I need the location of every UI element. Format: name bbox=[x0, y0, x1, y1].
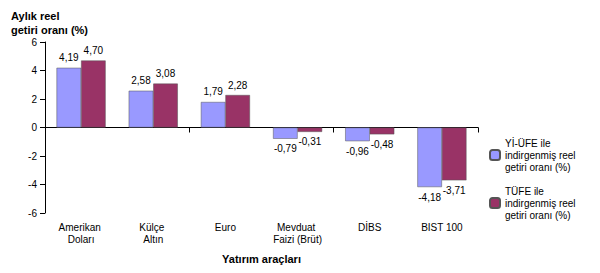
svg-text:Doları: Doları bbox=[68, 234, 95, 245]
svg-text:-0,48: -0,48 bbox=[371, 139, 394, 150]
svg-text:Amerikan: Amerikan bbox=[59, 222, 104, 233]
svg-text:getiri oranı (%): getiri oranı (%) bbox=[11, 24, 88, 36]
svg-text:3,08: 3,08 bbox=[156, 68, 176, 79]
svg-text:indirgenmiş reel: indirgenmiş reel bbox=[505, 150, 578, 161]
svg-text:-4,18: -4,18 bbox=[418, 192, 441, 203]
svg-text:DİBS: DİBS bbox=[358, 221, 382, 233]
svg-text:1,79: 1,79 bbox=[203, 86, 223, 97]
svg-text:2: 2 bbox=[31, 94, 37, 105]
svg-text:Külçe: Külçe bbox=[139, 222, 167, 233]
svg-text:4,70: 4,70 bbox=[84, 45, 104, 56]
svg-text:BIST 100: BIST 100 bbox=[421, 222, 463, 233]
svg-text:-3,71: -3,71 bbox=[443, 185, 466, 196]
svg-text:-0,31: -0,31 bbox=[298, 136, 321, 147]
svg-text:getiri oranı (%): getiri oranı (%) bbox=[505, 210, 571, 221]
svg-text:-4: -4 bbox=[28, 179, 37, 190]
svg-text:-0,96: -0,96 bbox=[346, 146, 369, 157]
svg-text:Yatırım araçları: Yatırım araçları bbox=[222, 253, 301, 265]
svg-text:6: 6 bbox=[31, 37, 37, 48]
svg-text:Mevduat: Mevduat bbox=[277, 222, 318, 233]
svg-text:-2: -2 bbox=[28, 151, 37, 162]
svg-text:2,58: 2,58 bbox=[131, 75, 151, 86]
svg-text:Euro: Euro bbox=[215, 222, 237, 233]
svg-text:4: 4 bbox=[31, 65, 37, 76]
svg-text:Altın: Altın bbox=[143, 234, 163, 245]
svg-text:indirgenmiş reel: indirgenmiş reel bbox=[505, 198, 578, 209]
svg-text:Aylık reel: Aylık reel bbox=[11, 10, 63, 22]
svg-text:Yİ-ÜFE ile: Yİ-ÜFE ile bbox=[505, 137, 553, 149]
svg-text:getiri oranı (%): getiri oranı (%) bbox=[505, 162, 571, 173]
svg-text:2,28: 2,28 bbox=[228, 80, 248, 91]
svg-text:-6: -6 bbox=[28, 208, 37, 219]
svg-text:Faizi (Brüt): Faizi (Brüt) bbox=[273, 234, 322, 245]
svg-text:4,19: 4,19 bbox=[59, 52, 79, 63]
svg-text:0: 0 bbox=[31, 122, 37, 133]
svg-text:TÜFE ile: TÜFE ile bbox=[505, 186, 547, 197]
svg-text:-0,79: -0,79 bbox=[274, 143, 297, 154]
